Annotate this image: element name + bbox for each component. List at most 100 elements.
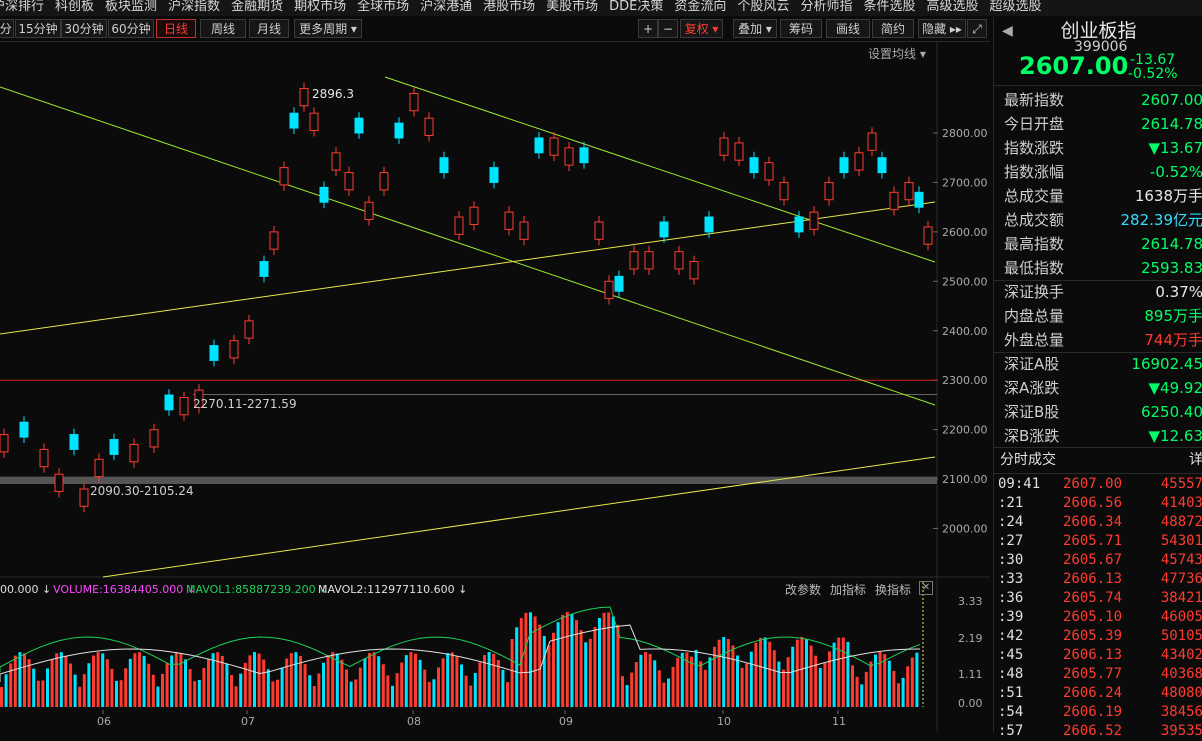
top-menu-item[interactable]: 美股市场 <box>550 0 598 14</box>
toolbar-btn-4[interactable]: 筹码 <box>780 19 822 38</box>
volume-bar <box>851 665 854 707</box>
toolbar-btn-7[interactable]: 隐藏 ▸▸ <box>918 19 966 38</box>
switch-indicator-button[interactable]: 换指标 <box>875 581 911 598</box>
volume-prefix: 00.000 ↓ <box>0 583 51 596</box>
volume-bar <box>170 655 173 707</box>
volume-bar <box>106 659 109 707</box>
volume-bar <box>584 642 587 707</box>
period-3[interactable]: 60分钟 <box>108 19 154 38</box>
volume-bar <box>175 652 178 707</box>
top-menu-item[interactable]: 条件选股 <box>867 0 915 14</box>
period-4[interactable]: 日线 <box>156 19 196 38</box>
stat-value: 2593.83 <box>1141 256 1202 280</box>
top-menu-item[interactable]: DDE决策 <box>613 0 663 14</box>
toolbar-btn-1[interactable]: − <box>658 19 678 38</box>
candle-body <box>0 435 8 452</box>
set-ma-button[interactable]: 设置均线 ▾ <box>868 45 926 62</box>
volume-bar <box>156 687 159 707</box>
candle-body <box>720 138 728 155</box>
stat-label: 外盘总量 <box>1004 328 1064 352</box>
candle-body <box>735 143 743 160</box>
y-tick-label: 2800.00 <box>942 127 988 140</box>
period-7[interactable]: 更多周期 ▾ <box>294 19 362 38</box>
close-icon[interactable]: ✕ <box>919 581 933 595</box>
volume-bar <box>635 662 638 707</box>
volume-bar <box>409 652 412 707</box>
volume-bar <box>488 652 491 707</box>
volume-bar <box>759 638 762 707</box>
volume-bar <box>147 664 150 707</box>
volume-bar <box>281 668 284 707</box>
period-6[interactable]: 月线 <box>249 19 289 38</box>
period-0[interactable]: 5分钟 <box>0 19 14 38</box>
top-menu-item[interactable]: 高级选股 <box>930 0 978 14</box>
volume-bar <box>580 630 583 707</box>
volume-bar <box>451 652 454 707</box>
volume-bar <box>782 670 785 707</box>
stat-value: ▼13.67 <box>1149 136 1202 160</box>
top-menu-item[interactable]: 资金流向 <box>678 0 726 14</box>
candle-body <box>395 123 403 138</box>
top-menu-item[interactable]: 金融期货 <box>235 0 283 14</box>
toolbar-btn-5[interactable]: 画线 <box>826 19 870 38</box>
chart-toolbar: 5分钟15分钟30分钟60分钟日线周线月线更多周期 ▾ +−复权 ▾ 叠加 ▾筹码画… <box>0 17 990 42</box>
top-menu-item[interactable]: 板块监测 <box>109 0 157 14</box>
top-menu-item[interactable]: 分析师指 <box>804 0 852 14</box>
volume-bar <box>46 668 49 707</box>
volume-bar <box>856 677 859 707</box>
volume-bar <box>414 654 417 707</box>
volume-bar <box>299 656 302 707</box>
period-5[interactable]: 周线 <box>200 19 246 38</box>
top-menu-item[interactable]: 期权市场 <box>298 0 346 14</box>
toolbar-btn-3[interactable]: 叠加 ▾ <box>733 19 777 38</box>
stat-value: ▼12.63 <box>1149 424 1202 448</box>
toolbar-btn-2[interactable]: 复权 ▾ <box>680 19 723 38</box>
volume-bar <box>892 671 895 707</box>
volume-bar <box>819 668 822 707</box>
volume-bar <box>883 654 886 707</box>
ticks-more-link[interactable]: 详 <box>1189 448 1202 473</box>
top-menu-item[interactable]: 沪深排行 <box>0 0 44 14</box>
volume-bar <box>446 653 449 707</box>
top-menu-item[interactable]: 全球市场 <box>361 0 409 14</box>
period-1[interactable]: 15分钟 <box>15 19 61 38</box>
top-menu-item[interactable]: 超级选股 <box>993 0 1041 14</box>
volume-bar <box>419 660 422 707</box>
candle-body <box>245 321 253 338</box>
kline-svg[interactable]: 2800.002700.002600.002500.002400.002300.… <box>0 42 990 732</box>
mavol2-value: MAVOL2:112977110.600 ↓ <box>318 583 467 596</box>
quote-header: ◀ 创业板指 399006 2607.00 -13.67 -0.52% <box>994 17 1202 86</box>
add-indicator-button[interactable]: 加指标 <box>830 581 866 598</box>
volume-tick-label: 2.19 <box>958 632 983 645</box>
tick-price: 2605.71 <box>1063 532 1122 551</box>
top-menu-item[interactable]: 港股市场 <box>487 0 535 14</box>
edit-params-button[interactable]: 改参数 <box>785 581 821 598</box>
top-menu-item[interactable]: 沪深港通 <box>424 0 472 14</box>
volume-bar <box>860 684 863 707</box>
volume-bar <box>290 653 293 707</box>
volume-bar <box>754 643 757 707</box>
expand-icon[interactable]: ⤢ <box>967 19 987 38</box>
volume-bar <box>55 653 58 707</box>
candle-body <box>878 158 886 173</box>
top-menu-item[interactable]: 沪深指数 <box>172 0 220 14</box>
candle-body <box>868 133 876 150</box>
candle-body <box>630 252 638 269</box>
candle-body <box>290 113 298 128</box>
top-menu-item[interactable]: 个股风云 <box>741 0 789 14</box>
candle-body <box>645 252 653 269</box>
candle-body <box>280 168 288 185</box>
toolbar-btn-0[interactable]: + <box>638 19 658 38</box>
toolbar-btn-6[interactable]: 简约 <box>872 19 914 38</box>
stat-row: 深A涨跌▼49.92 <box>994 376 1202 400</box>
top-menu-item[interactable]: 科创板 <box>59 0 94 14</box>
tick-price: 2606.34 <box>1063 513 1122 532</box>
candle-body <box>95 459 103 476</box>
period-2[interactable]: 30分钟 <box>61 19 107 38</box>
